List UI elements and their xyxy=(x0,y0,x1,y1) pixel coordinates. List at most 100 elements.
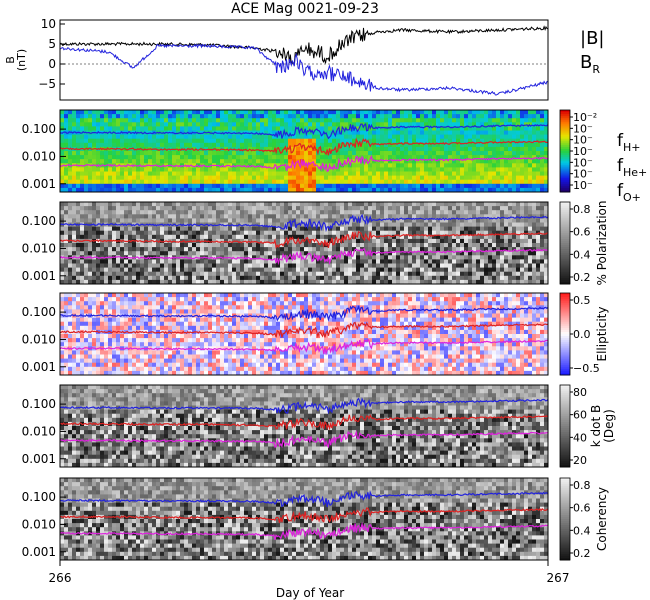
spectrogram-cell xyxy=(336,251,341,256)
spectrogram-cell xyxy=(436,183,441,189)
spectrogram-cell xyxy=(336,271,341,277)
spectrogram-cell xyxy=(340,230,345,236)
spectrogram-cell xyxy=(264,218,269,223)
spectrogram-cell xyxy=(120,279,125,285)
spectrogram-cell xyxy=(444,110,449,115)
spectrogram-cell xyxy=(152,183,157,189)
spectrogram-cell xyxy=(132,151,137,156)
spectrogram-cell xyxy=(276,138,281,144)
spectrogram-cell xyxy=(448,130,453,135)
spectrogram-cell xyxy=(104,206,109,211)
spectrogram-cell xyxy=(408,234,413,240)
spectrogram-cell xyxy=(212,159,217,164)
spectrogram-cell xyxy=(536,118,541,123)
spectrogram-cell xyxy=(480,171,485,176)
spectrogram-cell xyxy=(412,142,417,148)
spectrogram-cell xyxy=(500,171,505,176)
spectrogram-cell xyxy=(280,222,285,227)
spectrogram-cell xyxy=(432,214,437,219)
spectrogram-cell xyxy=(508,267,513,273)
spectrogram-cell xyxy=(184,171,189,176)
spectrogram-cell xyxy=(136,155,141,160)
spectrogram-cell xyxy=(172,183,177,189)
spectrogram-cell xyxy=(520,167,525,172)
spectrogram-cell xyxy=(120,155,125,160)
spectrogram-cell xyxy=(176,275,181,281)
spectrogram-cell xyxy=(300,183,305,189)
spectrogram-cell xyxy=(364,234,369,240)
spectrogram-cell xyxy=(332,251,337,256)
spectrogram-cell xyxy=(76,110,81,115)
spectrogram-cell xyxy=(456,259,461,264)
spectrogram-cell xyxy=(60,263,65,268)
spectrogram-cell xyxy=(544,179,549,185)
spectrogram-cell xyxy=(504,214,509,219)
spectrogram-cell xyxy=(160,175,165,181)
spectrogram-cell xyxy=(300,279,305,285)
spectrogram-cell xyxy=(516,238,521,244)
spectrogram-cell xyxy=(268,210,273,215)
spectrogram-cell xyxy=(124,226,129,232)
spectrogram-cell xyxy=(400,159,405,164)
spectrogram-cell xyxy=(472,218,477,223)
spectrogram-cell xyxy=(464,114,469,119)
spectrogram-cell xyxy=(144,263,149,268)
spectrogram-cell xyxy=(116,230,121,236)
spectrogram-cell xyxy=(276,202,281,207)
spectrogram-cell xyxy=(484,171,489,176)
spectrogram-cell xyxy=(192,179,197,185)
spectrogram-cell xyxy=(324,118,329,123)
spectrogram-cell xyxy=(236,151,241,156)
spectrogram-cell xyxy=(104,202,109,207)
spectrogram-cell xyxy=(416,159,421,164)
spectrogram-cell xyxy=(244,159,249,164)
spectrogram-cell xyxy=(200,179,205,185)
spectrogram-cell xyxy=(216,251,221,256)
spectrogram-cell xyxy=(204,151,209,156)
spectrogram-cell xyxy=(532,155,537,160)
spectrogram-cell xyxy=(168,210,173,215)
spectrogram-cell xyxy=(80,202,85,207)
spectrogram-cell xyxy=(540,171,545,176)
spectrogram-cell xyxy=(512,279,517,285)
spectrogram-cell xyxy=(84,243,89,248)
spectrogram-cell xyxy=(308,134,313,140)
spectrogram-cell xyxy=(316,142,321,148)
spectrogram-cell xyxy=(232,155,237,160)
spectrogram-cell xyxy=(260,175,265,181)
spectrogram-cell xyxy=(252,167,257,172)
spectrogram-cell xyxy=(408,226,413,232)
spectrogram-cell xyxy=(252,226,257,232)
colorbar-swatch xyxy=(560,112,570,115)
spectrogram-cell xyxy=(536,243,541,248)
spectrogram-cell xyxy=(536,202,541,207)
spectrogram-cell xyxy=(448,175,453,181)
spectrogram-cell xyxy=(132,214,137,219)
spectrogram-cell xyxy=(448,243,453,248)
spectrogram-cell xyxy=(356,179,361,185)
spectrogram-cell xyxy=(392,226,397,232)
spectrogram-cell xyxy=(372,151,377,156)
legend-f-o-plus: fO+ xyxy=(617,181,641,204)
spectrogram-cell xyxy=(104,142,109,148)
spectrogram-cell xyxy=(308,142,313,148)
spectrogram-cell xyxy=(300,263,305,268)
spectrogram-cell xyxy=(228,259,233,264)
spectrogram-cell xyxy=(396,238,401,244)
spectrogram-cell xyxy=(288,230,293,236)
spectrogram-cell xyxy=(500,126,505,131)
spectrogram-cell xyxy=(100,142,105,148)
spectrogram-cell xyxy=(164,206,169,211)
spectrogram-cell xyxy=(300,259,305,264)
spectrogram-cell xyxy=(428,163,433,168)
spectrogram-cell xyxy=(232,118,237,123)
spectrogram-cell xyxy=(472,243,477,248)
spectrogram-cell xyxy=(360,126,365,131)
spectrogram-cell xyxy=(108,171,113,176)
spectrogram-cell xyxy=(304,279,309,285)
spectrogram-cell xyxy=(540,238,545,244)
spectrogram-cell xyxy=(500,159,505,164)
spectrogram-cell xyxy=(452,263,457,268)
spectrogram-cell xyxy=(212,183,217,189)
spectrogram-cell xyxy=(308,159,313,164)
